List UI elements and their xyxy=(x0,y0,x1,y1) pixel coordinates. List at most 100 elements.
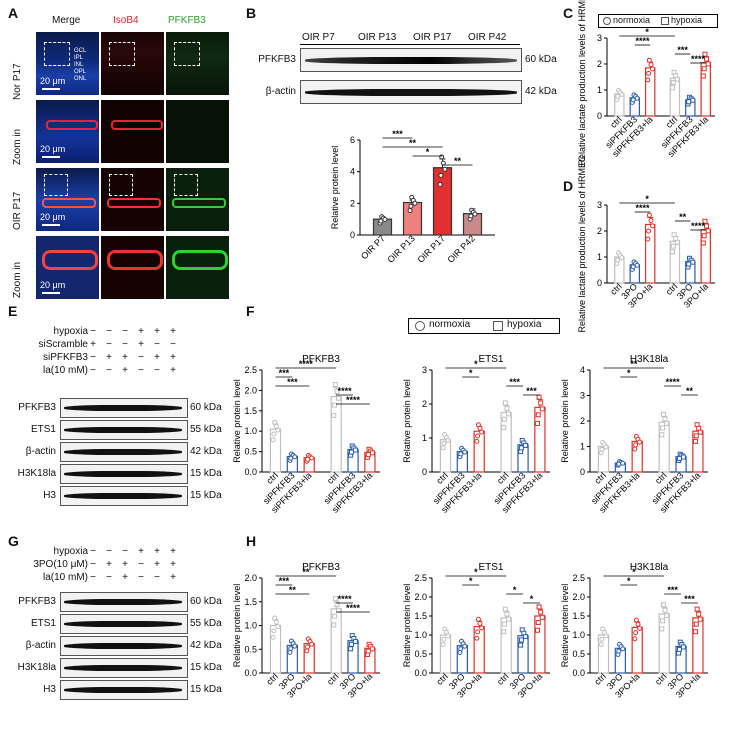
data-point xyxy=(334,602,340,608)
y-tick-label: 1.5 xyxy=(414,611,427,621)
chart-title: PFKFB3 xyxy=(302,354,340,365)
data-point xyxy=(705,228,711,234)
sig-label: *** xyxy=(684,594,695,604)
data-point xyxy=(539,406,545,412)
data-point xyxy=(275,624,281,630)
data-point xyxy=(670,80,676,86)
y-tick-label: 3 xyxy=(580,391,585,401)
data-point xyxy=(348,646,354,652)
e-cond-sign: − xyxy=(90,365,96,376)
g-cond-sign: − xyxy=(90,559,96,570)
y-tick-label: 0.0 xyxy=(572,668,585,678)
data-point xyxy=(506,616,512,622)
y-tick-label: 6 xyxy=(350,135,355,145)
data-point xyxy=(504,405,510,411)
b-kda-pfkfb3: 60 kDa xyxy=(525,54,557,65)
y-tick-label: 1.0 xyxy=(244,621,257,631)
image-pfkfb3-nor-zoom xyxy=(166,100,229,163)
sig-label: **** xyxy=(691,54,706,64)
data-point xyxy=(599,636,605,642)
data-point xyxy=(309,455,315,461)
chart-title: ETS1 xyxy=(478,562,503,573)
sig-label: *** xyxy=(279,368,290,378)
g-cond-sign: + xyxy=(154,559,160,570)
e-cond-sign: + xyxy=(122,365,128,376)
chart-title: H3K18la xyxy=(630,562,669,573)
image-isob4-nor xyxy=(101,32,164,95)
y-tick-label: 1 xyxy=(580,442,585,452)
data-point xyxy=(522,634,528,640)
data-point xyxy=(332,596,338,602)
data-point xyxy=(273,423,279,429)
bar xyxy=(644,223,656,284)
b-group-3: OIR P17 xyxy=(413,32,452,43)
data-point xyxy=(680,454,686,460)
data-point xyxy=(676,455,682,461)
panel-label-f: F xyxy=(246,303,255,319)
g-blot-label: H3 xyxy=(43,684,56,695)
y-tick-label: 2 xyxy=(580,416,585,426)
data-point xyxy=(365,648,371,654)
data-point xyxy=(646,57,652,63)
e-cond-sign: − xyxy=(154,365,160,376)
x-tick-label: OIR P17 xyxy=(415,233,446,264)
data-point xyxy=(674,239,680,245)
g-blot-strip xyxy=(60,658,188,678)
data-point xyxy=(501,629,507,635)
normoxia-circle-icon xyxy=(415,321,425,331)
data-point xyxy=(288,646,294,652)
data-point xyxy=(534,421,540,427)
data-point xyxy=(599,446,605,452)
normoxia-circle-icon xyxy=(603,17,611,25)
sig-label: **** xyxy=(299,359,314,369)
data-point xyxy=(270,634,276,640)
e-cond-sign: + xyxy=(154,352,160,363)
g-cond-sign: − xyxy=(138,572,144,583)
data-point xyxy=(664,420,670,426)
y-tick-label: 4 xyxy=(350,167,355,177)
g-blot-kda: 42 kDa xyxy=(190,640,222,651)
data-point xyxy=(662,607,668,613)
hypoxia-square-icon xyxy=(493,321,503,331)
data-point xyxy=(518,642,524,648)
e-cond-sign: + xyxy=(90,339,96,350)
g-blot-label: β-actin xyxy=(25,640,56,651)
data-point xyxy=(475,629,481,635)
y-tick-label: 2 xyxy=(350,198,355,208)
data-point xyxy=(686,99,692,105)
y-tick-label: 1.5 xyxy=(572,611,585,621)
y-tick-label: 4 xyxy=(580,365,585,375)
data-point xyxy=(646,212,652,218)
y-tick-label: 0.0 xyxy=(414,668,427,678)
data-point xyxy=(664,612,670,618)
data-point xyxy=(616,648,622,654)
data-point xyxy=(504,611,510,617)
data-point xyxy=(332,402,338,408)
data-point xyxy=(637,439,643,445)
image-isob4-nor-zoom xyxy=(101,100,164,163)
data-point xyxy=(408,203,414,209)
data-point xyxy=(701,66,707,72)
col-title-isob4: IsoB4 xyxy=(113,15,139,26)
sig-label: * xyxy=(474,359,478,369)
sig-label: ** xyxy=(289,585,297,595)
b-kda-actin: 42 kDa xyxy=(525,86,557,97)
data-point xyxy=(692,438,698,444)
y-tick-label: 2.5 xyxy=(572,573,585,583)
y-axis-label: Relative protein level xyxy=(330,146,340,230)
data-point xyxy=(616,461,622,467)
sig-label: **** xyxy=(338,386,353,396)
data-point xyxy=(288,455,294,461)
e-cond-sign: + xyxy=(106,352,112,363)
data-point xyxy=(630,97,636,103)
data-point xyxy=(701,233,707,239)
data-point xyxy=(304,648,310,654)
data-point xyxy=(518,445,524,451)
data-point xyxy=(632,446,638,452)
panel-label-b: B xyxy=(246,5,257,21)
data-point xyxy=(650,223,656,229)
